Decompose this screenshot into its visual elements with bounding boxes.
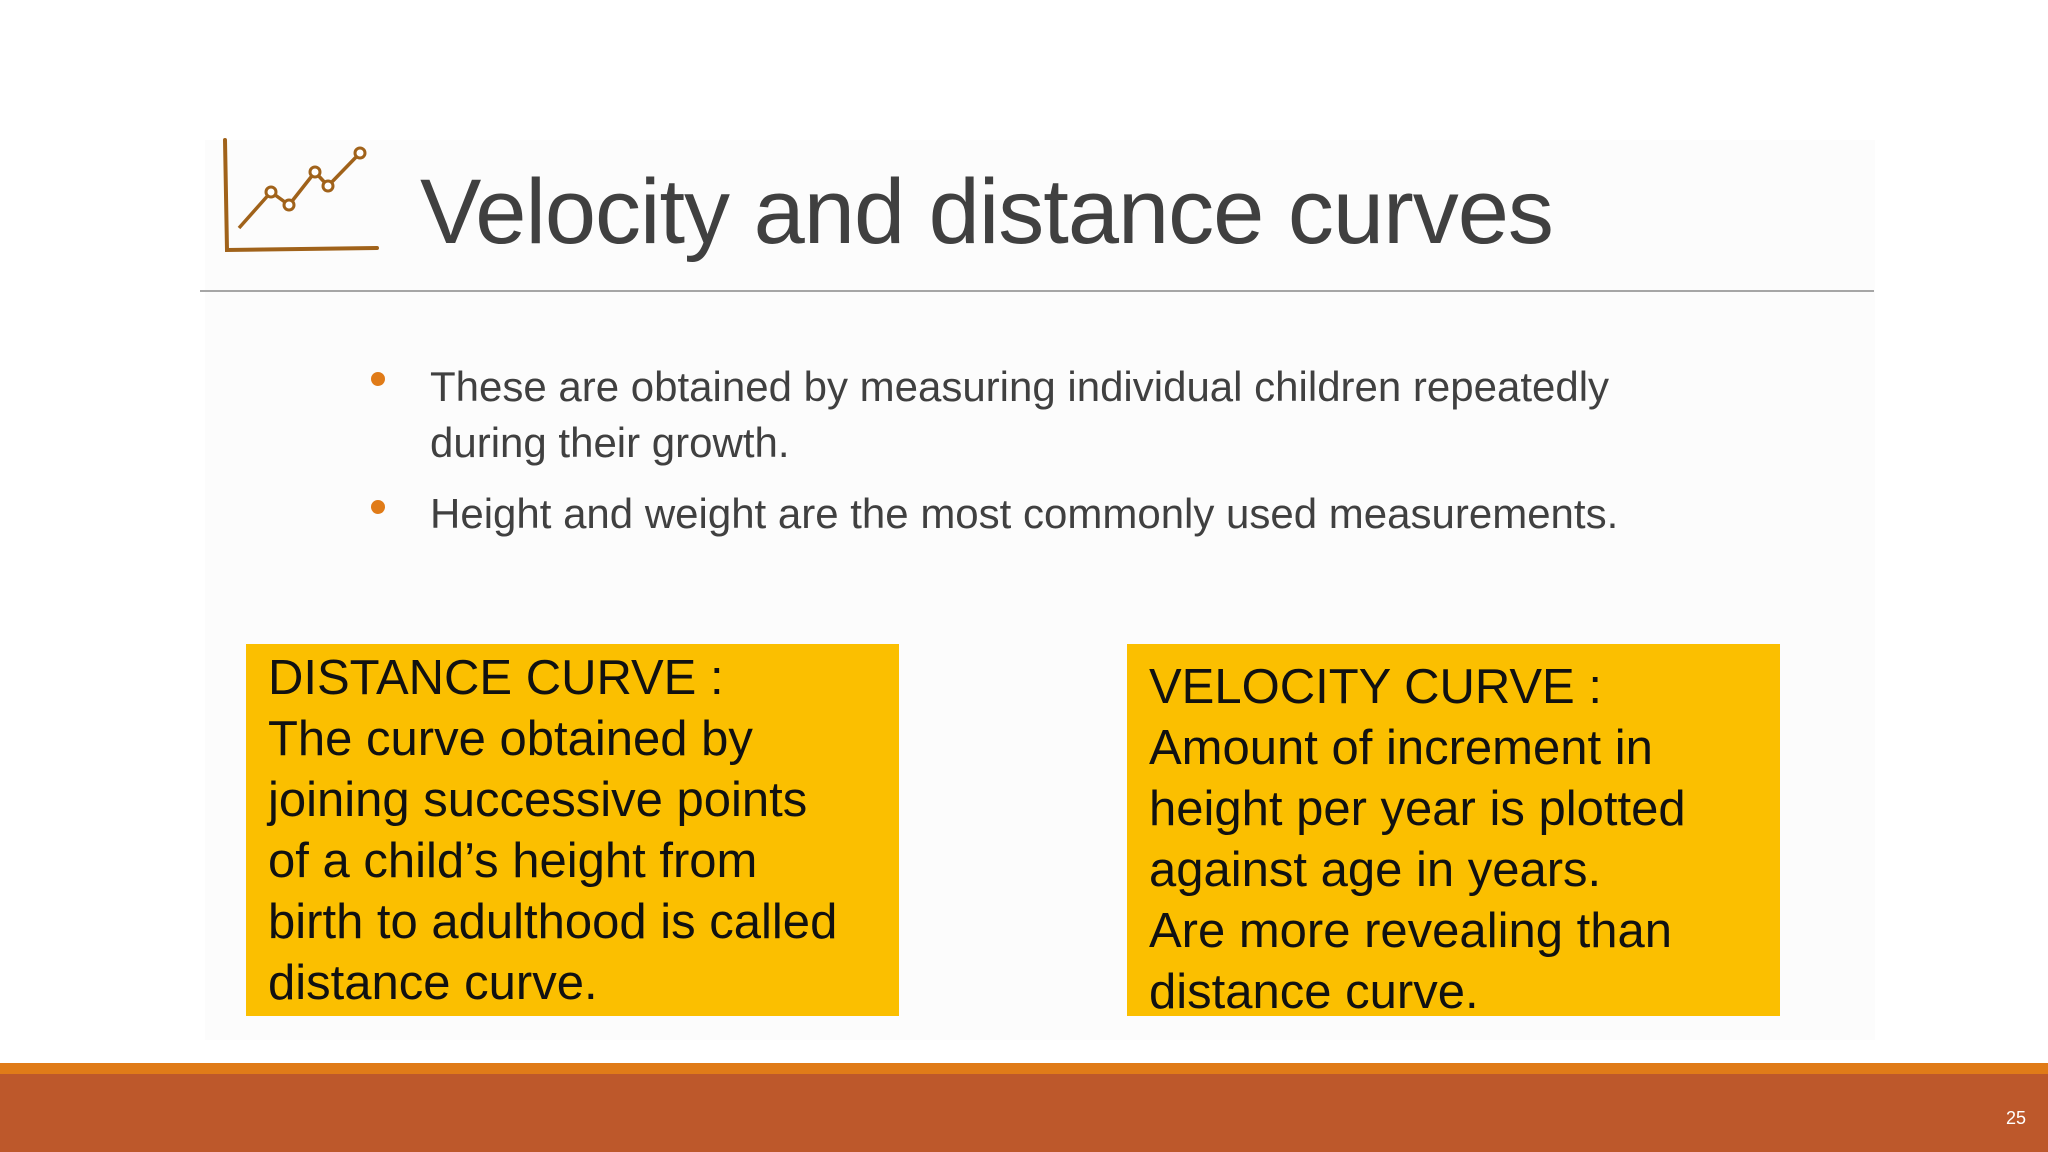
box-line: birth to adulthood is called xyxy=(268,895,838,949)
box-line: Are more revealing than xyxy=(1149,904,1672,958)
box-line: Amount of increment in xyxy=(1149,721,1653,775)
box-line: joining successive points xyxy=(268,773,808,827)
box-line: The curve obtained by xyxy=(268,712,753,766)
title-rule xyxy=(200,290,1874,292)
chart-icon xyxy=(223,138,379,253)
box-line: of a child’s height from xyxy=(268,834,758,888)
box-heading: DISTANCE CURVE : xyxy=(268,651,724,705)
bullet-text: These are obtained by measuring individu… xyxy=(430,363,1610,466)
box-heading: VELOCITY CURVE : xyxy=(1149,660,1602,714)
box-line: distance curve. xyxy=(1149,965,1479,1019)
slide-title: Velocity and distance curves xyxy=(420,161,1554,263)
box-line: height per year is plotted xyxy=(1149,782,1686,836)
bullet-text: Height and weight are the most commonly … xyxy=(430,490,1619,537)
bullet-dot xyxy=(371,500,385,514)
footer-stripe xyxy=(0,1063,2048,1074)
definition-box: VELOCITY CURVE : Amount of increment in … xyxy=(1127,644,1780,1019)
definition-box: DISTANCE CURVE : The curve obtained by j… xyxy=(246,644,899,1016)
footer-bar xyxy=(0,1074,2048,1152)
box-line: against age in years. xyxy=(1149,843,1602,897)
bullet-dot xyxy=(371,372,385,386)
page-number: 25 xyxy=(2005,1108,2026,1128)
box-line: distance curve. xyxy=(268,956,598,1010)
